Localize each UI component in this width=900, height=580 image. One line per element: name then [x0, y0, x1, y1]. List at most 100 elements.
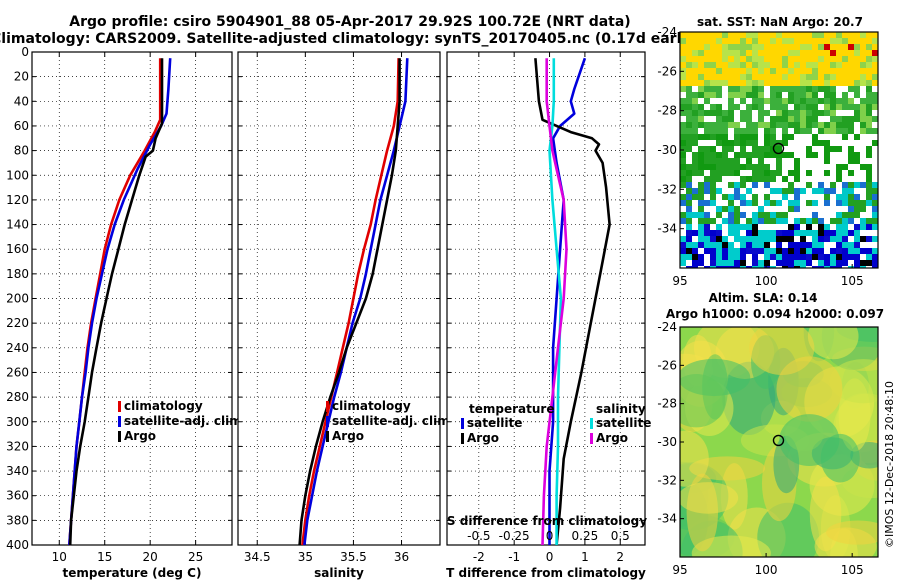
map1-cell: [842, 104, 849, 111]
map1-cell: [716, 242, 723, 249]
map1-cell: [830, 266, 837, 268]
map1-cell: [764, 164, 771, 171]
map1-cell: [824, 86, 831, 93]
map1-cell: [788, 176, 795, 183]
map1-cell: [710, 200, 717, 207]
map1-cell: [728, 104, 735, 111]
map1-cell: [692, 140, 699, 147]
map1-cell: [752, 140, 759, 147]
temp-xtick-label: 20: [143, 550, 158, 564]
map1-cell: [734, 86, 741, 93]
map1-cell: [764, 104, 771, 111]
map1-cell: [704, 164, 711, 171]
map1-cell: [818, 242, 825, 249]
map1-cell: [746, 32, 753, 39]
map1-cell: [758, 242, 765, 249]
map1-cell: [812, 62, 819, 69]
map1-cell: [824, 80, 831, 87]
map1-cell: [728, 212, 735, 219]
map1-cell: [770, 224, 777, 231]
diff-s-tick-label: -0.5: [467, 529, 490, 543]
map1-cell: [698, 242, 705, 249]
map1-cell: [758, 170, 765, 177]
map1-cell: [866, 248, 873, 255]
map1-cell: [860, 122, 867, 129]
map1-cell: [872, 56, 878, 63]
map1-cell: [824, 260, 831, 267]
map1-cell: [746, 56, 753, 63]
map1-cell: [824, 248, 831, 255]
map1-cell: [818, 122, 825, 129]
map1-cell: [794, 224, 801, 231]
map1-cell: [716, 134, 723, 141]
map1-cell: [734, 98, 741, 105]
map1-cell: [848, 236, 855, 243]
map1-cell: [782, 44, 789, 51]
map1-cell: [776, 146, 783, 153]
map1-cell: [752, 236, 759, 243]
map1-cell: [794, 44, 801, 51]
map1-cell: [692, 62, 699, 69]
map1-cell: [818, 50, 825, 57]
map1-cell: [830, 206, 837, 213]
map1-cell: [722, 128, 729, 135]
map1-cell: [722, 44, 729, 51]
map1-cell: [728, 248, 735, 255]
map1-cell: [710, 62, 717, 69]
map1-cell: [752, 158, 759, 165]
map1-cell: [800, 74, 807, 81]
map1-cell: [830, 98, 837, 105]
map1-xtick-label: 105: [841, 274, 864, 288]
map1-cell: [872, 242, 878, 249]
map1-cell: [812, 104, 819, 111]
map1-cell: [860, 62, 867, 69]
map1-cell: [764, 74, 771, 81]
map1-cell: [770, 152, 777, 159]
map1-cell: [854, 80, 861, 87]
map1-cell: [704, 254, 711, 261]
map1-cell: [710, 56, 717, 63]
map1-cell: [752, 206, 759, 213]
map1-cell: [752, 134, 759, 141]
map1-cell: [782, 110, 789, 117]
map1-cell: [734, 242, 741, 249]
map1-cell: [872, 236, 878, 243]
map1-cell: [716, 74, 723, 81]
map1-cell: [776, 248, 783, 255]
map1-cell: [794, 74, 801, 81]
map1-cell: [704, 92, 711, 99]
map1-cell: [812, 56, 819, 63]
map1-cell: [848, 164, 855, 171]
map1-cell: [698, 50, 705, 57]
map1-cell: [770, 170, 777, 177]
map1-cell: [734, 236, 741, 243]
map1-cell: [746, 260, 753, 267]
map1-cell: [698, 176, 705, 183]
map1-cell: [848, 152, 855, 159]
map1-cell: [788, 170, 795, 177]
map1-cell: [788, 116, 795, 123]
map1-cell: [800, 206, 807, 213]
map1-cell: [836, 236, 843, 243]
map1-cell: [716, 44, 723, 51]
map1-cell: [692, 32, 699, 39]
map1-cell: [836, 50, 843, 57]
map1-cell: [830, 134, 837, 141]
map1-cell: [686, 182, 693, 189]
map1-cell: [800, 254, 807, 261]
map1-cell: [704, 146, 711, 153]
map1-cell: [866, 128, 873, 135]
map1-cell: [734, 230, 741, 237]
map1-cell: [710, 242, 717, 249]
map1-cell: [782, 152, 789, 159]
map1-cell: [704, 74, 711, 81]
map1-cell: [704, 230, 711, 237]
map1-cell: [866, 176, 873, 183]
map1-cell: [728, 194, 735, 201]
map1-cell: [740, 98, 747, 105]
map1-cell: [770, 122, 777, 129]
map1-cell: [722, 140, 729, 147]
map1-cell: [692, 122, 699, 129]
map1-cell: [824, 194, 831, 201]
map1-cell: [800, 56, 807, 63]
